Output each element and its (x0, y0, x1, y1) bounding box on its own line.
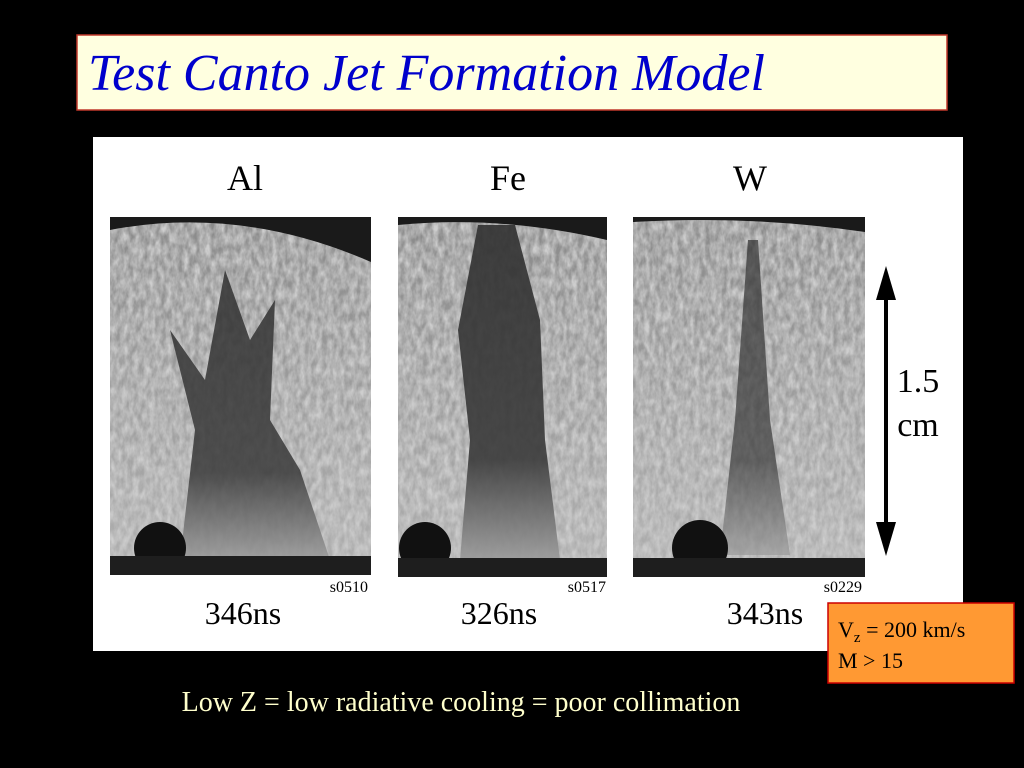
panel-image (110, 217, 371, 575)
panel-image (633, 217, 865, 577)
scale-arrow (876, 266, 896, 556)
shot-id: s0510 (330, 579, 368, 596)
callout-subscript: z (854, 630, 861, 646)
scale-unit: cm (897, 407, 939, 444)
panel-time: 326ns (461, 595, 537, 631)
callout-symbol: V (838, 617, 854, 642)
panel-label: W (733, 158, 767, 198)
scale-value: 1.5 (897, 363, 940, 400)
panel-label: Fe (490, 158, 526, 198)
panel-time: 346ns (205, 595, 281, 631)
panel-time: 343ns (727, 595, 803, 631)
callout-line: Vz = 200 km/s (838, 617, 965, 646)
shot-id: s0517 (568, 579, 606, 596)
shot-id: s0229 (824, 579, 862, 596)
title: Test Canto Jet Formation Model (88, 45, 765, 102)
caption: Low Z = low radiative cooling = poor col… (182, 687, 741, 718)
callout-box (827, 602, 1015, 684)
title-box (76, 34, 948, 111)
panel-label: Al (227, 158, 263, 198)
callout-line: M > 15 (838, 648, 903, 673)
panel-image (398, 217, 607, 577)
callout-rest: = 200 km/s (861, 617, 966, 642)
